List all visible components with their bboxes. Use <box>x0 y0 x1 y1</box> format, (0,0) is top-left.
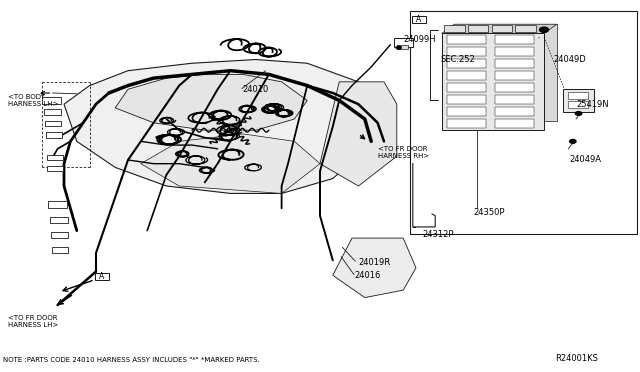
Bar <box>42 97 61 104</box>
Bar <box>410 11 637 234</box>
Bar <box>44 109 61 115</box>
Text: NOTE :PARTS CODE 24010 HARNESS ASSY INCLUDES "*" *MARKED PARTS.: NOTE :PARTS CODE 24010 HARNESS ASSY INCL… <box>3 357 260 363</box>
Bar <box>45 121 61 126</box>
Text: R24001KS: R24001KS <box>556 354 598 363</box>
Bar <box>51 232 68 238</box>
Text: <TO FR DOOR
HARNESS RH>: <TO FR DOOR HARNESS RH> <box>378 146 429 159</box>
Polygon shape <box>454 24 557 121</box>
Bar <box>52 247 68 253</box>
Bar <box>46 132 62 138</box>
Bar <box>447 47 486 56</box>
Circle shape <box>540 27 548 32</box>
Text: 24049D: 24049D <box>554 55 586 64</box>
Bar <box>47 155 63 160</box>
Bar <box>495 95 534 104</box>
Circle shape <box>396 46 401 49</box>
Text: 24019R: 24019R <box>358 258 390 267</box>
Bar <box>47 166 63 171</box>
Text: 24099H: 24099H <box>403 35 436 44</box>
Text: 24350P: 24350P <box>474 208 505 217</box>
Bar <box>447 35 486 44</box>
Polygon shape <box>115 74 307 130</box>
Text: 25419N: 25419N <box>576 100 609 109</box>
Bar <box>447 83 486 92</box>
Bar <box>444 25 465 32</box>
Bar <box>50 217 68 223</box>
Text: <TO BODY
HARNESS LH>: <TO BODY HARNESS LH> <box>8 94 58 107</box>
Bar <box>394 38 413 46</box>
Bar <box>95 273 109 280</box>
Bar <box>568 101 588 108</box>
Text: A: A <box>416 15 421 24</box>
Polygon shape <box>333 238 416 298</box>
Text: 24016: 24016 <box>354 271 380 280</box>
Text: A: A <box>99 272 104 281</box>
Bar <box>495 35 534 44</box>
Bar <box>412 16 426 23</box>
Polygon shape <box>141 134 320 193</box>
Bar <box>495 59 534 68</box>
Bar <box>447 59 486 68</box>
Bar <box>495 83 534 92</box>
Bar <box>495 119 534 128</box>
Circle shape <box>570 140 576 143</box>
Bar <box>492 25 512 32</box>
Text: SEC.252: SEC.252 <box>440 55 475 64</box>
Polygon shape <box>442 24 557 33</box>
Text: 24312P: 24312P <box>422 230 454 239</box>
Text: <TO FR DOOR
HARNESS LH>: <TO FR DOOR HARNESS LH> <box>8 315 58 328</box>
Bar <box>397 45 408 49</box>
Polygon shape <box>320 82 397 186</box>
Bar <box>48 201 67 208</box>
Bar <box>568 92 588 99</box>
Bar <box>447 71 486 80</box>
Circle shape <box>575 112 582 115</box>
Bar <box>442 33 544 130</box>
Bar <box>495 107 534 116</box>
Bar <box>563 89 594 112</box>
Bar <box>468 25 488 32</box>
Bar <box>447 119 486 128</box>
Bar <box>447 107 486 116</box>
Text: 24049A: 24049A <box>570 155 602 164</box>
Text: 24010: 24010 <box>242 85 268 94</box>
Bar <box>515 25 536 32</box>
Bar <box>495 47 534 56</box>
Bar <box>447 95 486 104</box>
Bar <box>495 71 534 80</box>
Polygon shape <box>64 60 390 193</box>
